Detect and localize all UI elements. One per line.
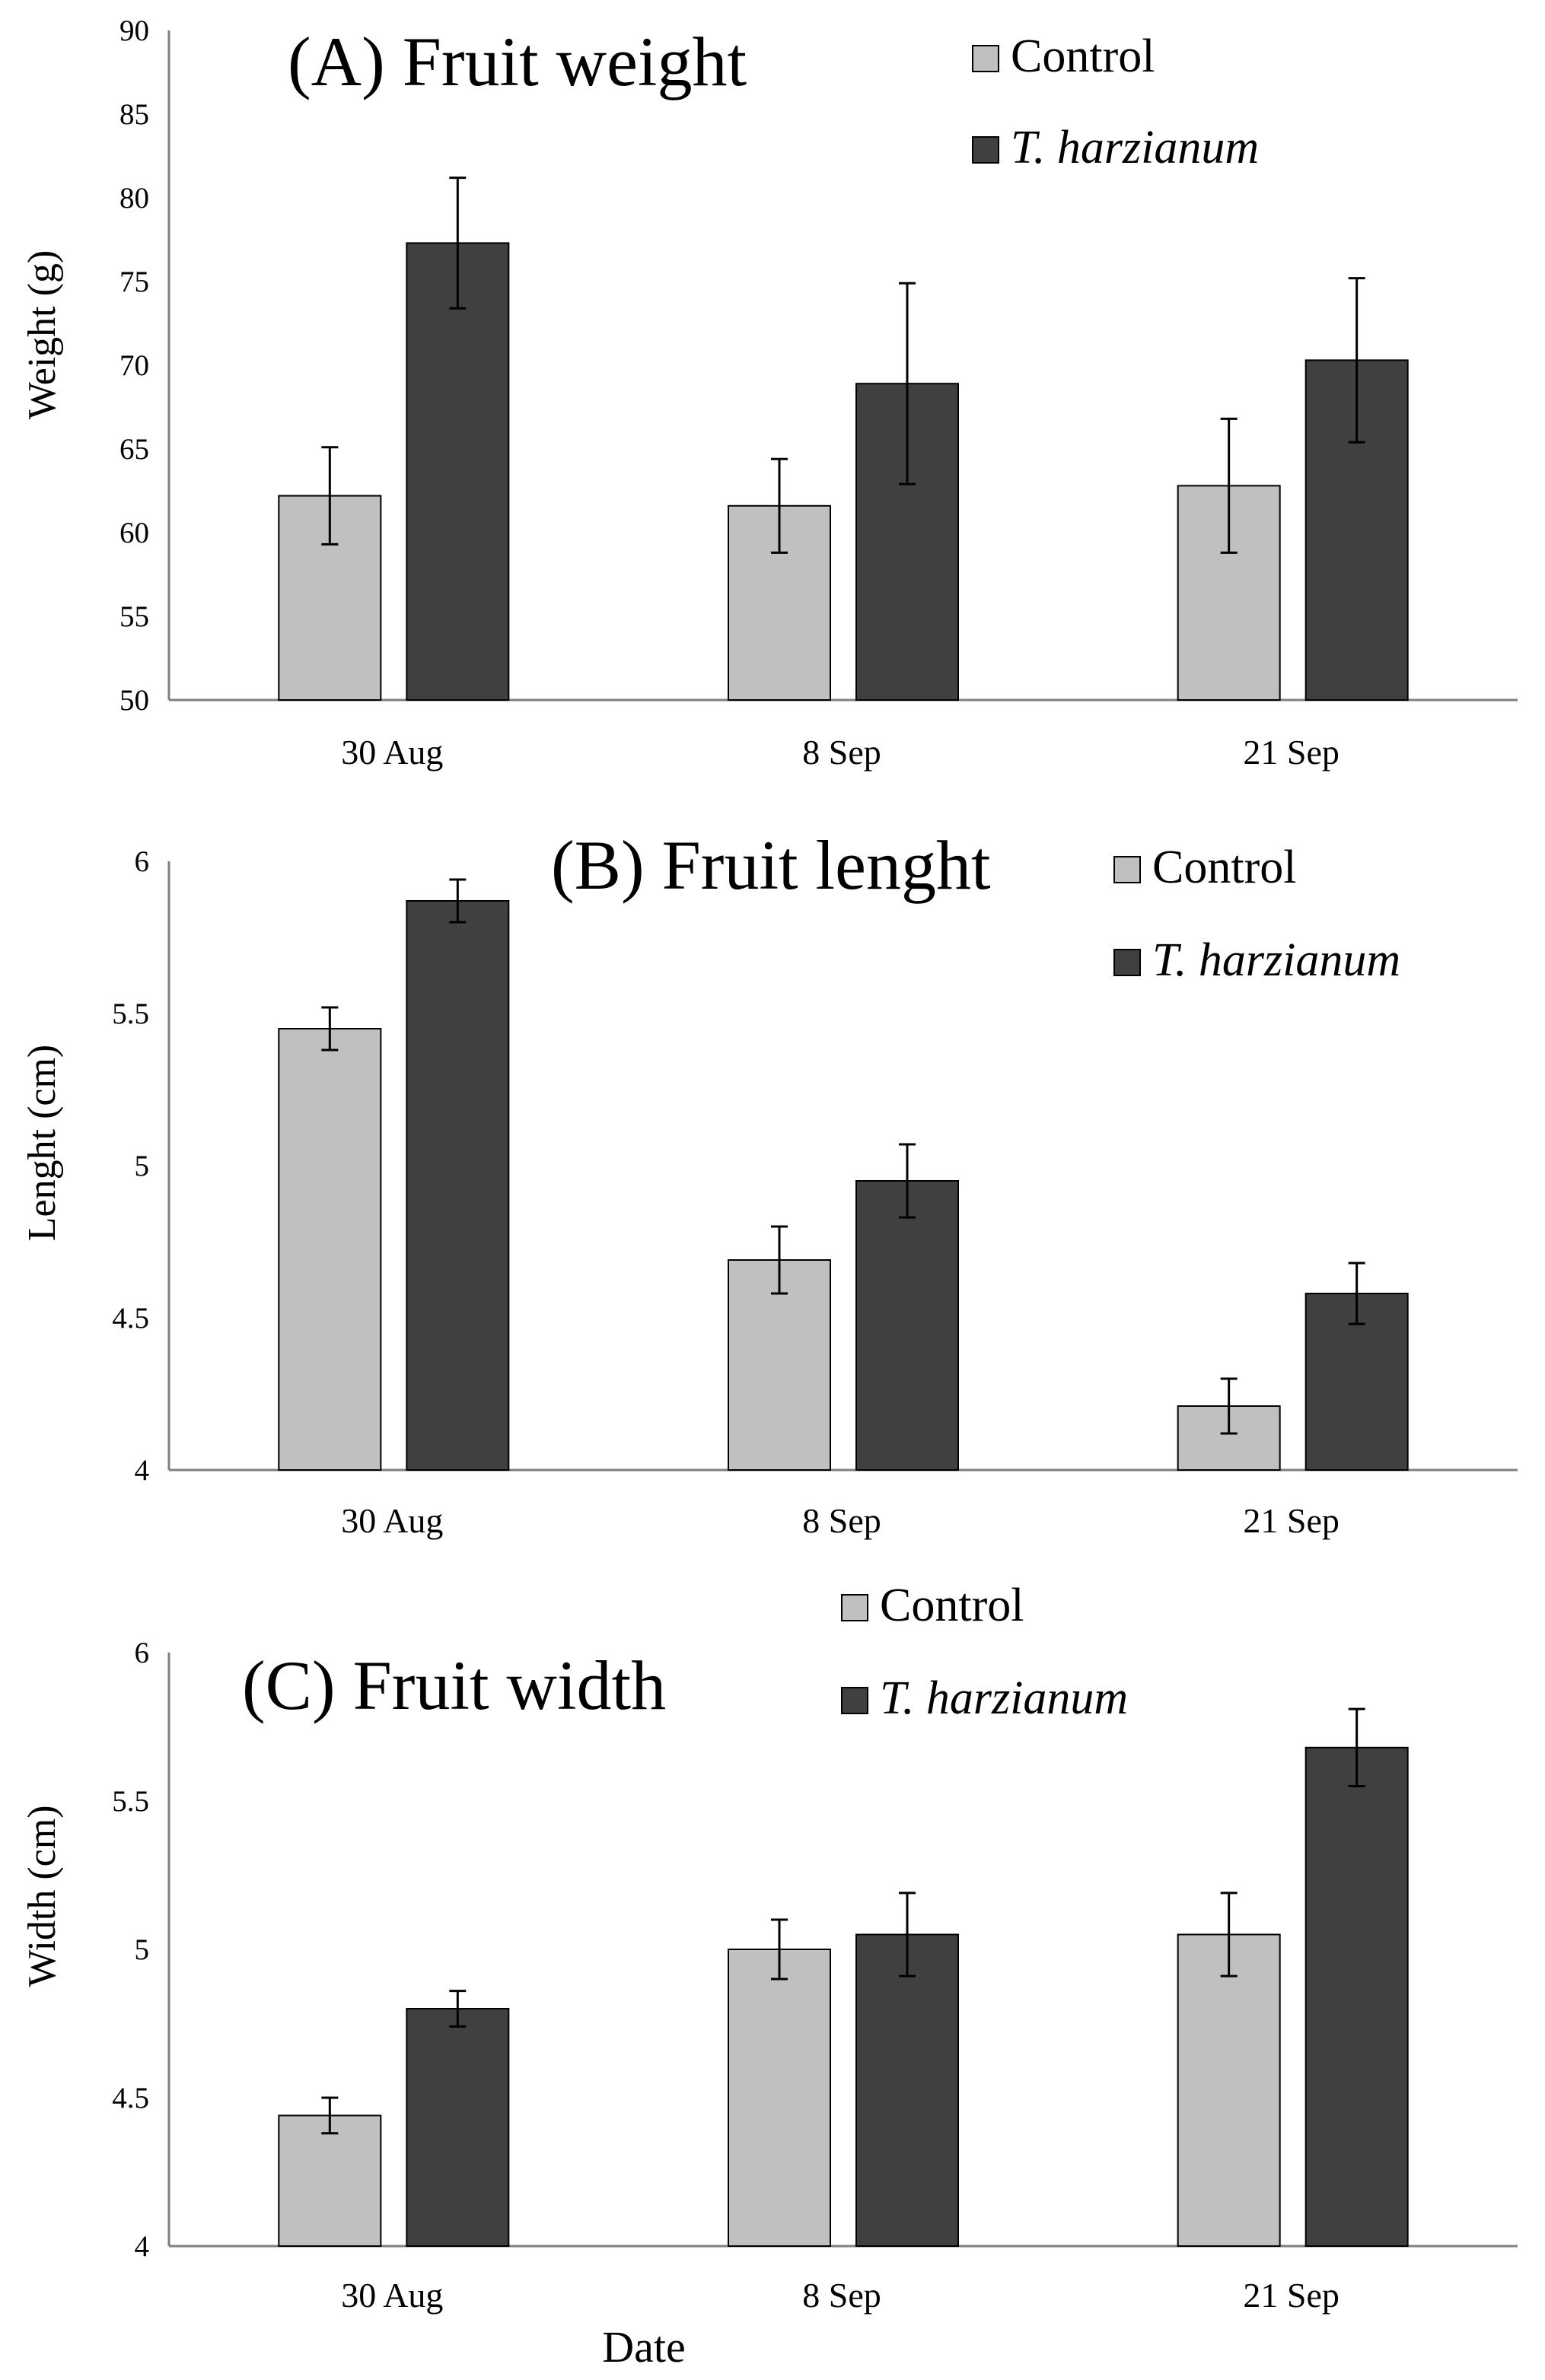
y-tick-label: 70 <box>119 349 149 382</box>
y-axis-title: Width (cm) <box>21 1805 64 1987</box>
y-axis-title: Lenght (cm) <box>21 1045 64 1241</box>
panel-title: (C) Fruit width <box>242 1647 666 1724</box>
legend-label-control: Control <box>1152 842 1296 893</box>
legend-item-t-harzianum: T. harzianum <box>841 1672 1128 1724</box>
legend-item-control: Control <box>1113 842 1296 893</box>
legend-label-control: Control <box>880 1580 1024 1631</box>
bar-t-harzianum <box>1304 1746 1409 2248</box>
x-tick-label: 8 Sep <box>802 733 881 772</box>
y-tick-label: 55 <box>119 600 149 633</box>
x-axis-title: Date <box>602 2322 686 2372</box>
legend-label-t-harzianum: T. harzianum <box>1011 122 1259 173</box>
x-tick-label: 30 Aug <box>341 2276 443 2315</box>
legend: Control T. harzianum <box>972 30 1259 173</box>
y-tick-label: 85 <box>119 98 149 131</box>
x-tick-label: 21 Sep <box>1243 1501 1340 1540</box>
y-tick-label: 5.5 <box>112 1785 149 1818</box>
legend-swatch-t-harzianum <box>972 136 999 164</box>
y-tick-label: 5 <box>135 1150 150 1182</box>
legend-swatch-control <box>1113 856 1141 883</box>
legend-swatch-control <box>972 45 999 72</box>
bar-control <box>728 1259 831 1471</box>
y-tick-label: 80 <box>119 182 149 215</box>
legend-item-control: Control <box>841 1580 1024 1631</box>
y-tick-label: 4.5 <box>112 2082 149 2114</box>
legend-swatch-control <box>841 1594 868 1621</box>
y-tick-label: 90 <box>119 14 149 47</box>
x-tick-label: 21 Sep <box>1243 2276 1340 2315</box>
bar-control <box>1177 1933 1281 2247</box>
legend-label-control: Control <box>1011 30 1155 82</box>
panel-title: (B) Fruit lenght <box>551 826 991 904</box>
legend-swatch-t-harzianum <box>841 1687 868 1714</box>
bar-t-harzianum <box>406 2008 510 2247</box>
panel-fruit-length: (B) Fruit lenght Lenght (cm) Control T. … <box>21 826 1518 1540</box>
y-tick-label: 6 <box>135 845 150 878</box>
bar-t-harzianum <box>855 1180 959 1471</box>
y-tick-label: 50 <box>119 684 149 717</box>
y-tick-label: 5.5 <box>112 998 149 1030</box>
y-tick-label: 4 <box>135 1454 150 1487</box>
y-tick-label: 60 <box>119 517 149 549</box>
y-tick-label: 4 <box>135 2230 150 2263</box>
y-axis-title: Weight (g) <box>21 250 64 420</box>
x-tick-label: 21 Sep <box>1243 733 1340 772</box>
legend-swatch-t-harzianum <box>1113 949 1141 976</box>
y-tick-label: 65 <box>119 433 149 466</box>
y-tick-label: 4.5 <box>112 1302 149 1335</box>
bar-control <box>278 2114 382 2247</box>
legend-item-t-harzianum: T. harzianum <box>972 122 1259 173</box>
panel-fruit-weight: (A) Fruit weight Weight (g) Control T. h… <box>21 14 1518 772</box>
legend: Control T. harzianum <box>1113 842 1400 986</box>
bar-t-harzianum <box>406 242 510 701</box>
y-tick-label: 5 <box>135 1933 150 1966</box>
x-tick-label: 8 Sep <box>802 2276 881 2315</box>
y-tick-label: 6 <box>135 1637 150 1669</box>
panel-title: (A) Fruit weight <box>288 23 747 100</box>
y-tick-label: 75 <box>119 266 149 298</box>
bar-control <box>278 1028 382 1471</box>
legend-label-t-harzianum: T. harzianum <box>1152 934 1400 986</box>
bar-control <box>728 1949 831 2247</box>
legend: Control T. harzianum <box>841 1580 1128 1724</box>
panel-fruit-width: (C) Fruit width Width (cm) Date Control … <box>21 1580 1518 2372</box>
legend-item-t-harzianum: T. harzianum <box>1113 934 1400 986</box>
x-tick-label: 30 Aug <box>341 733 443 772</box>
bar-t-harzianum <box>406 900 510 1471</box>
x-tick-label: 8 Sep <box>802 1501 881 1540</box>
legend-label-t-harzianum: T. harzianum <box>880 1672 1128 1724</box>
legend-item-control: Control <box>972 30 1155 82</box>
bar-t-harzianum <box>855 1933 959 2247</box>
x-tick-label: 30 Aug <box>341 1501 443 1540</box>
